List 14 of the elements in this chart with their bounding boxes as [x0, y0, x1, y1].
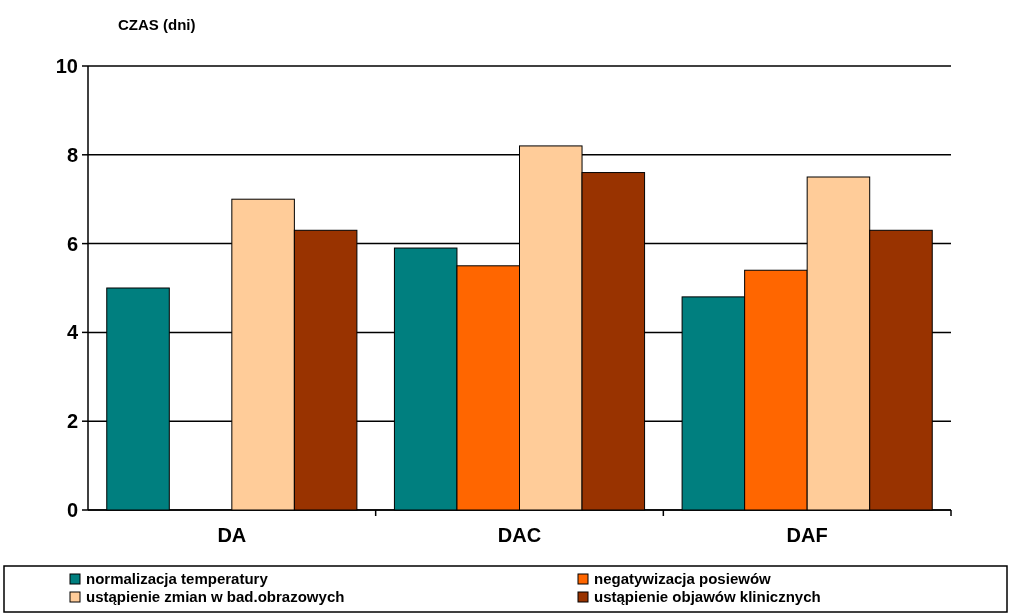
legend-label: ustąpienie zmian w bad.obrazowych [86, 588, 345, 606]
legend-label: negatywizacja posiewów [594, 570, 772, 588]
x-tick-label: DAC [497, 524, 542, 546]
y-tick-label: 4 [66, 321, 79, 344]
y-tick-label: 2 [66, 410, 78, 433]
legend-label: ustąpienie objawów klinicznych [594, 588, 821, 606]
y-axis-title: CZAS (dni) [118, 16, 196, 33]
x-tick-label: DAF [786, 524, 828, 546]
x-tick-label: DA [217, 524, 247, 546]
y-tick-label: 8 [66, 143, 78, 166]
y-tick-label: 10 [55, 55, 78, 77]
y-tick-label: 0 [66, 499, 78, 521]
y-tick-label: 6 [66, 232, 78, 255]
legend-label: normalizacja temperatury [86, 570, 269, 588]
